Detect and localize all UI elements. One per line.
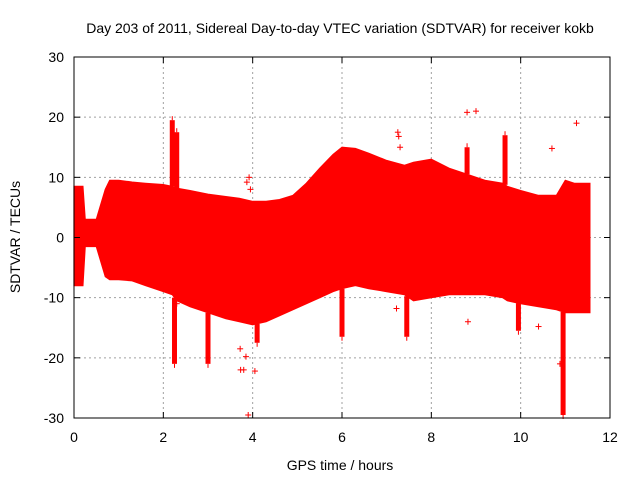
x-tick-label: 10	[513, 429, 529, 445]
y-tick-label: -10	[44, 290, 64, 306]
data-spike	[174, 132, 180, 189]
data-point	[548, 145, 555, 152]
data-spike	[502, 135, 508, 185]
data-point	[394, 129, 401, 136]
data-point	[243, 179, 250, 186]
y-tick-label: 30	[48, 49, 64, 65]
data-point	[393, 305, 400, 312]
y-tick-label: 0	[56, 230, 64, 246]
data-point	[473, 108, 479, 115]
data-spike	[404, 296, 410, 337]
x-axis-label: GPS time / hours	[287, 457, 394, 473]
sdtvar-band	[73, 146, 591, 326]
x-tick-label: 8	[427, 429, 435, 445]
y-tick-label: 20	[48, 109, 64, 125]
axes: 0 2 4 6 8 10 12 -30 -20 -10 0 10 20 30	[44, 49, 618, 445]
chart-title: Day 203 of 2011, Sidereal Day-to-day VTE…	[86, 20, 594, 36]
x-tick-label: 2	[159, 429, 167, 445]
x-tick-label: 12	[602, 429, 618, 445]
data-point	[251, 368, 258, 375]
data-point	[247, 186, 254, 193]
data-point	[535, 323, 542, 330]
data-spike	[254, 323, 260, 343]
data-spike	[339, 288, 345, 337]
data-region	[73, 108, 591, 419]
data-spike	[205, 312, 211, 364]
y-tick-label: -20	[44, 350, 64, 366]
x-tick-label: 4	[249, 429, 257, 445]
data-point	[464, 318, 471, 325]
data-point	[173, 300, 180, 307]
data-point	[242, 353, 249, 360]
y-tick-label: 10	[48, 169, 64, 185]
data-point	[240, 366, 247, 373]
y-axis-label: SDTVAR / TECUs	[7, 181, 23, 293]
y-tick-label: -30	[44, 410, 64, 426]
data-point	[395, 133, 402, 140]
data-point	[237, 345, 244, 352]
data-point	[464, 109, 471, 116]
data-point	[246, 174, 253, 181]
data-point	[556, 360, 563, 367]
data-spike	[515, 303, 521, 331]
data-spike	[169, 120, 175, 187]
data-spike	[464, 147, 470, 175]
data-point	[245, 411, 252, 418]
x-tick-label: 6	[338, 429, 346, 445]
data-spike	[560, 311, 566, 415]
data-spike	[172, 297, 177, 364]
data-point	[397, 144, 404, 151]
data-point	[573, 120, 580, 127]
x-tick-label: 0	[70, 429, 78, 445]
